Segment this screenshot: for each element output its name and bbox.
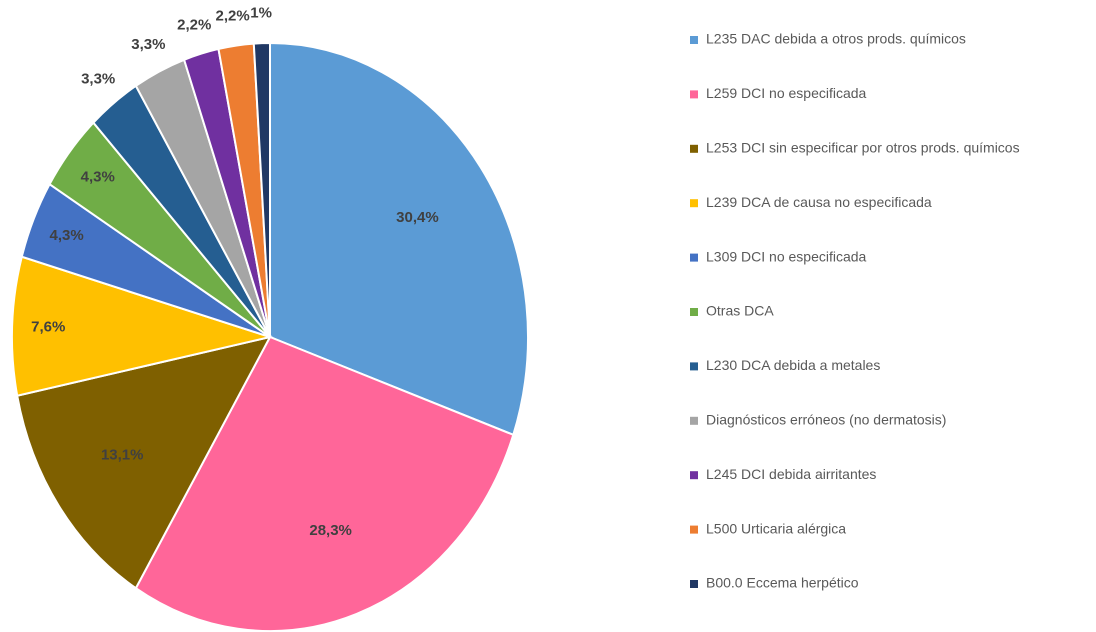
pie-slice	[11, 255, 274, 397]
pie-slice	[134, 335, 515, 632]
legend-swatch	[690, 90, 698, 99]
data-label: 2,2%	[177, 16, 211, 33]
legend-label: L500 Urticaria alérgica	[706, 520, 846, 536]
data-label: 4,3%	[81, 169, 115, 186]
pie-slice	[16, 335, 272, 590]
legend-swatch	[690, 471, 698, 480]
legend-label: Diagnósticos erróneos (no dermatosis)	[706, 412, 946, 428]
data-label: 28,3%	[309, 522, 352, 539]
data-label: 2,2%	[216, 7, 250, 24]
legend-swatch	[690, 580, 698, 588]
legend-swatch	[690, 362, 698, 371]
data-label: 30,4%	[396, 209, 439, 226]
legend-swatch	[690, 525, 698, 534]
legend-label: L253 DCI sin especificar por otros prods…	[706, 140, 1020, 156]
legend-swatch	[690, 416, 698, 425]
data-label: 13,1%	[101, 446, 144, 463]
data-label: 4,3%	[50, 227, 84, 244]
legend-label: L309 DCI no especificada	[706, 248, 867, 264]
legend-swatch	[690, 199, 698, 208]
data-label: 3,3%	[81, 71, 115, 88]
legend-swatch	[690, 36, 698, 44]
data-label: 1%	[250, 5, 272, 22]
legend-label: L259 DCI no especificada	[706, 85, 867, 101]
data-label: 7,6%	[31, 318, 65, 335]
data-label: 3,3%	[131, 36, 165, 53]
legend-swatch	[690, 308, 698, 316]
legend-label: B00.0 Eccema herpético	[706, 575, 859, 591]
legend-label: Otras DCA	[706, 303, 774, 319]
pie-slice	[252, 41, 271, 338]
legend-label: L239 DCA de causa no especificada	[706, 194, 932, 210]
pie-slice	[269, 41, 529, 437]
legend-label: L235 DAC debida a otros prods. químicos	[706, 31, 966, 47]
legend-swatch	[690, 253, 698, 262]
legend-label: L230 DCA debida a metales	[706, 357, 880, 373]
legend-label: L245 DCI debida airritantes	[706, 466, 876, 482]
legend-swatch	[690, 144, 698, 153]
